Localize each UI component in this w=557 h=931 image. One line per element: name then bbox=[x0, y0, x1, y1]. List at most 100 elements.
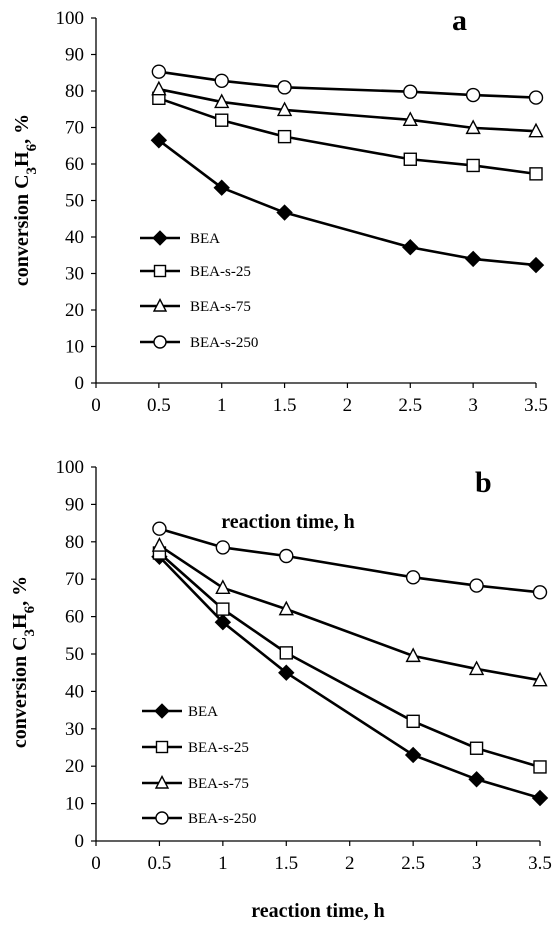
y-tick-label: 0 bbox=[75, 831, 85, 852]
data-point-bea-s-75 bbox=[151, 537, 168, 552]
y-tick-label: 80 bbox=[65, 532, 84, 553]
y-axis-label: conversion C3H6, % bbox=[11, 114, 40, 286]
y-tick-label: 90 bbox=[65, 494, 84, 515]
x-tick-label: 2 bbox=[343, 395, 353, 416]
chart-panel-a: 0 10 20 30 40 50 60 70 80 90 100 0 0.5 1 1.5 2 2.5 3 3.5 BE… bbox=[11, 4, 548, 416]
x-tick-label: 3.5 bbox=[528, 853, 552, 874]
y-tick-label: 40 bbox=[65, 227, 84, 248]
chart-panel-b: 0 10 20 30 40 50 60 70 80 90 100 0 0.5 1 1.5 2 2.5 3 3.5 BE… bbox=[9, 457, 552, 922]
legend-label: BEA-s-75 bbox=[190, 299, 251, 315]
data-point-bea-s-250 bbox=[151, 64, 167, 79]
y-axis-label-part: 6 bbox=[22, 605, 38, 613]
y-tick-label: 30 bbox=[65, 264, 84, 285]
data-point-bea-s-25 bbox=[466, 158, 480, 173]
x-tick-label: 0 bbox=[91, 395, 101, 416]
series-line-bea-s-250 bbox=[158, 70, 537, 99]
y-axis-label-part: 3 bbox=[24, 167, 40, 175]
series-line-bea-s-25 bbox=[158, 552, 541, 769]
x-tick-label: 1 bbox=[218, 853, 228, 874]
y-axis-label-part: , % bbox=[11, 114, 33, 144]
y-axis-label-part: 3 bbox=[22, 629, 38, 637]
series-line-bea-s-75 bbox=[158, 544, 541, 682]
data-point-bea bbox=[214, 614, 232, 631]
y-tick-label: 50 bbox=[65, 644, 84, 665]
legend-label: BEA-s-25 bbox=[188, 740, 249, 756]
x-tick-label: 2.5 bbox=[401, 853, 425, 874]
legend-marker-bea-s-250 bbox=[153, 335, 167, 349]
y-tick-label: 60 bbox=[65, 607, 84, 628]
y-tick-label: 10 bbox=[65, 337, 84, 358]
panel-label: a bbox=[452, 4, 467, 37]
y-tick-label: 70 bbox=[65, 118, 84, 139]
series-line-bea bbox=[158, 139, 537, 267]
series-line-bea bbox=[158, 555, 541, 800]
y-axis-label-part: H bbox=[9, 613, 31, 629]
data-point-bea-s-250 bbox=[469, 578, 484, 593]
y-axis-label-part: conversion C bbox=[11, 174, 33, 286]
data-point-bea-s-75 bbox=[532, 671, 548, 687]
data-point-bea bbox=[531, 789, 549, 807]
legend-marker-bea-s-25 bbox=[155, 740, 169, 754]
x-tick-label: 3 bbox=[472, 853, 482, 874]
y-axis-label-part: H bbox=[11, 151, 33, 167]
panel-label: b bbox=[475, 466, 492, 499]
x-tick-label: 1.5 bbox=[274, 853, 298, 874]
x-tick-label: 1.5 bbox=[273, 395, 297, 416]
data-point-bea-s-25 bbox=[403, 152, 417, 166]
series-line-bea-s-250 bbox=[159, 527, 541, 594]
x-tick-label: 0.5 bbox=[147, 395, 171, 416]
x-tick-label: 2 bbox=[345, 853, 355, 874]
y-axis-label-part: 6 bbox=[24, 143, 40, 151]
y-tick-label: 0 bbox=[75, 373, 85, 394]
data-point-bea-s-250 bbox=[277, 80, 292, 95]
legend: BEA BEA-s-25 BEA-s-75 BEA-s-250 bbox=[142, 703, 256, 827]
y-axis-label: conversion C3H6, % bbox=[9, 576, 38, 748]
legend-marker-bea-s-25 bbox=[153, 264, 167, 278]
data-point-bea-s-250 bbox=[215, 540, 231, 555]
y-tick-label: 100 bbox=[56, 457, 85, 478]
data-point-bea-s-75 bbox=[214, 93, 230, 109]
legend-label: BEA-s-25 bbox=[190, 264, 251, 280]
legend-label: BEA-s-250 bbox=[190, 335, 258, 351]
data-point-bea-s-25 bbox=[277, 129, 292, 144]
data-point-bea-s-250 bbox=[214, 73, 229, 88]
data-point-bea-s-75 bbox=[468, 660, 485, 676]
x-axis-label: reaction time, h bbox=[251, 900, 385, 922]
series-line-bea-s-75 bbox=[158, 87, 537, 133]
y-axis-label-part: conversion C bbox=[9, 636, 31, 748]
data-point-bea-s-25 bbox=[216, 602, 230, 616]
data-point-bea-s-250 bbox=[279, 548, 294, 564]
data-point-bea-s-25 bbox=[469, 741, 484, 755]
x-tick-label: 3.5 bbox=[524, 395, 548, 416]
legend-label: BEA-s-75 bbox=[188, 776, 249, 792]
data-point-bea-s-75 bbox=[276, 101, 293, 117]
data-point-bea bbox=[213, 179, 230, 196]
legend-label: BEA bbox=[188, 704, 218, 720]
data-point-bea-s-250 bbox=[152, 521, 167, 536]
x-tick-label: 2.5 bbox=[398, 395, 422, 416]
series-line-bea-s-25 bbox=[158, 97, 537, 176]
y-tick-label: 10 bbox=[65, 794, 84, 815]
data-point-bea bbox=[464, 250, 482, 268]
legend-label: BEA-s-250 bbox=[188, 811, 256, 827]
data-point-bea bbox=[150, 132, 168, 149]
legend-marker-bea bbox=[154, 703, 170, 719]
data-point-bea-s-75 bbox=[402, 111, 418, 127]
y-tick-label: 80 bbox=[65, 81, 84, 102]
data-point-bea-s-75 bbox=[215, 579, 231, 595]
legend: BEA BEA-s-25 BEA-s-75 BEA-s-250 bbox=[140, 230, 258, 351]
legend-label: BEA bbox=[190, 231, 220, 247]
legend-marker-bea-s-75 bbox=[152, 297, 168, 312]
x-tick-label: 0.5 bbox=[148, 853, 172, 874]
data-point-bea bbox=[276, 204, 293, 221]
y-tick-label: 100 bbox=[56, 8, 85, 29]
data-point-bea-s-250 bbox=[465, 87, 481, 103]
data-point-bea-s-75 bbox=[528, 122, 544, 138]
y-tick-label: 20 bbox=[65, 756, 84, 777]
data-point-bea-s-250 bbox=[528, 90, 544, 105]
data-point-bea-s-75 bbox=[278, 600, 294, 616]
data-point-bea-s-75 bbox=[405, 647, 421, 663]
x-tick-label: 1 bbox=[217, 395, 227, 416]
data-point-bea-s-75 bbox=[151, 80, 167, 96]
